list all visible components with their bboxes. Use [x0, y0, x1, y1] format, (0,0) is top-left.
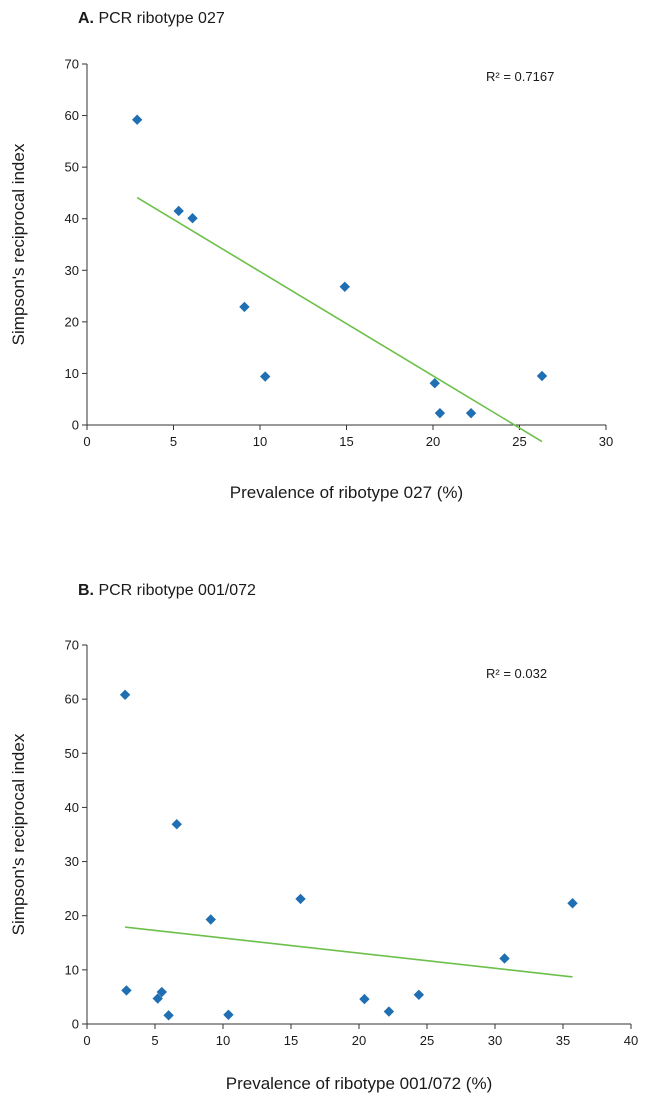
data-point	[536, 370, 548, 382]
x-tick-label: 20	[426, 434, 440, 449]
x-tick-label: 30	[488, 1033, 502, 1048]
chart-title: A. PCR ribotype 027	[78, 10, 225, 28]
y-tick-label: 60	[65, 692, 79, 707]
y-tick-label: 10	[65, 366, 79, 381]
r-squared-label: R² = 0.032	[486, 666, 547, 681]
y-axis-label: Simpson's reciprocal index	[9, 143, 28, 345]
data-point	[413, 989, 425, 1000]
data-point	[152, 993, 163, 1004]
chart-title: B. PCR ribotype 001/072	[78, 582, 256, 600]
y-tick-label: 40	[65, 800, 79, 815]
y-tick-label: 10	[65, 962, 79, 977]
panel-letter: A.	[78, 10, 94, 27]
data-point	[499, 953, 510, 964]
x-tick-label: 25	[420, 1033, 434, 1048]
r-squared-label: R² = 0.7167	[486, 69, 554, 84]
y-axis-label: Simpson's reciprocal index	[9, 733, 28, 935]
data-point	[434, 407, 446, 419]
x-tick-label: 15	[284, 1033, 298, 1048]
x-tick-label: 20	[352, 1033, 366, 1048]
chart-panel-b: B. PCR ribotype 001/072 0 10 20 30 40 50 60 70 0…	[0, 570, 645, 1097]
data-point	[171, 819, 182, 830]
chart-title-text: PCR ribotype 001/072	[98, 582, 256, 599]
y-tick-label: 20	[65, 908, 79, 923]
x-tick-label: 5	[151, 1033, 158, 1048]
y-tick-label: 0	[72, 418, 79, 433]
scatter-plot-a: 0 10 20 30 40 50 60 70 0 5 10 15 20 25 30 R² = 0.7167 Pr…	[9, 57, 613, 503]
y-tick-label: 50	[65, 160, 79, 175]
data-point	[465, 407, 477, 419]
x-tick-label: 10	[253, 434, 267, 449]
data-point	[359, 993, 370, 1005]
data-point	[121, 985, 132, 996]
y-tick-label: 60	[65, 108, 79, 123]
y-tick-label: 70	[65, 638, 79, 653]
y-tick-label: 30	[65, 854, 79, 869]
data-point	[119, 689, 131, 701]
trendline	[136, 196, 543, 443]
x-tick-label: 10	[216, 1033, 230, 1048]
x-tick-label: 0	[83, 434, 90, 449]
x-tick-label: 35	[556, 1033, 570, 1048]
y-tick-label: 50	[65, 746, 79, 761]
data-point	[163, 1010, 174, 1021]
data-point	[295, 893, 306, 905]
data-point	[339, 281, 350, 292]
data-point	[429, 378, 440, 389]
x-axis-label: Prevalence of ribotype 027 (%)	[230, 483, 463, 502]
data-point	[239, 301, 250, 313]
x-tick-label: 40	[624, 1033, 638, 1048]
x-axis-label: Prevalence of ribotype 001/072 (%)	[226, 1074, 493, 1093]
chart-panel-a: A. PCR ribotype 027 0 10 20 30 40 50 60 70 0 5 10 1…	[0, 0, 645, 540]
panel-letter: B.	[78, 582, 94, 599]
data-point	[223, 1009, 234, 1020]
data-point	[259, 371, 271, 382]
x-tick-label: 0	[83, 1033, 90, 1048]
data-point	[131, 114, 143, 125]
x-tick-label: 25	[512, 434, 526, 449]
y-tick-label: 40	[65, 211, 79, 226]
x-tick-label: 15	[339, 434, 353, 449]
data-point	[383, 1006, 395, 1017]
data-point	[567, 898, 578, 909]
x-tick-label: 5	[170, 434, 177, 449]
scatter-plot-b: 0 10 20 30 40 50 60 70 0 5 10 15 20 25 30 35 40 R² = 0.03…	[9, 638, 638, 1094]
y-tick-label: 30	[65, 263, 79, 278]
y-tick-label: 70	[65, 57, 79, 72]
x-tick-label: 30	[599, 434, 613, 449]
chart-title-text: PCR ribotype 027	[98, 10, 225, 27]
y-tick-label: 20	[65, 314, 79, 329]
y-tick-label: 0	[72, 1017, 79, 1032]
trendline	[124, 926, 573, 978]
data-point	[205, 914, 216, 925]
data-point	[173, 205, 184, 217]
data-point	[187, 212, 198, 224]
